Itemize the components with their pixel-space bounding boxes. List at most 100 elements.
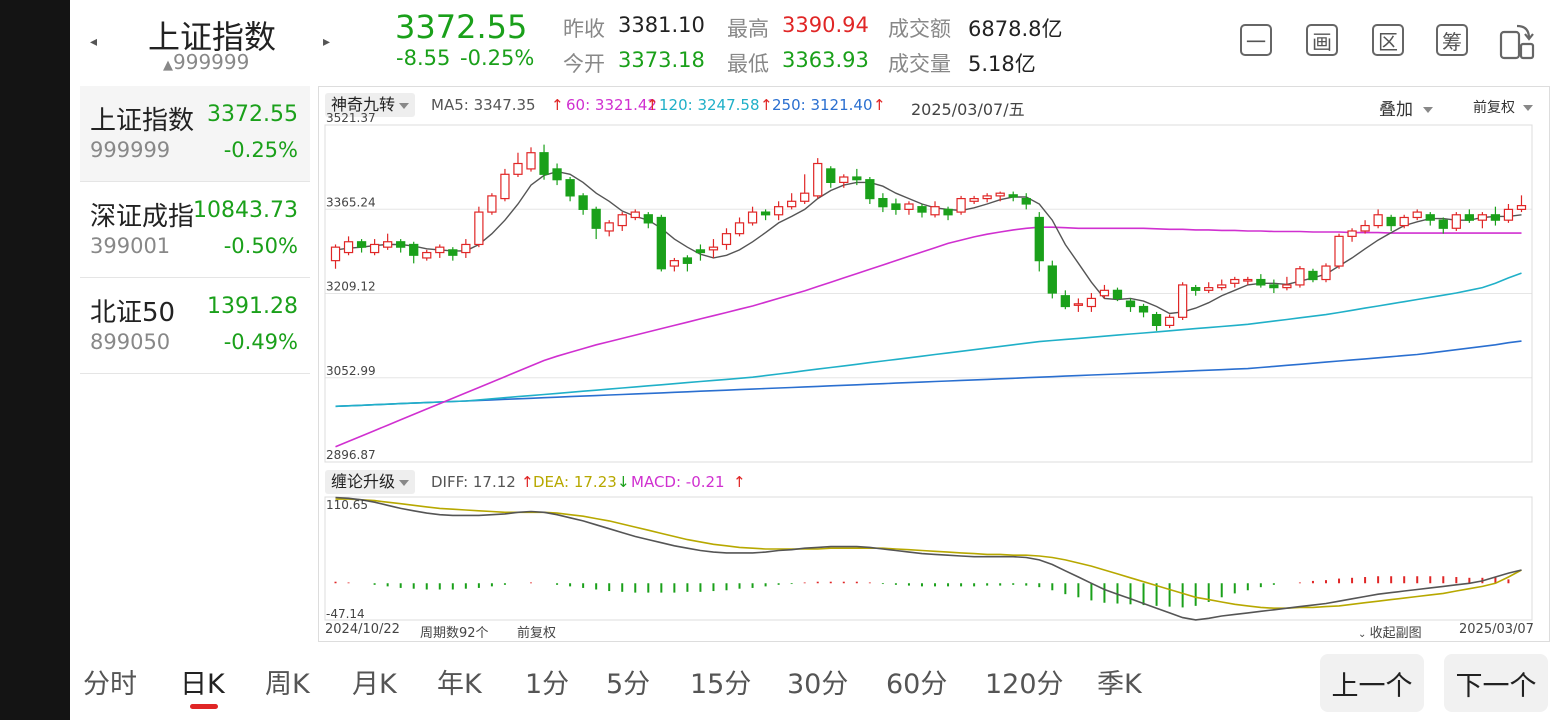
collapse-up-icon[interactable]: ▲ (163, 58, 173, 73)
high-value: 3390.94 (782, 13, 869, 37)
candle-down (917, 206, 927, 213)
ma60-line (335, 226, 1522, 448)
tab-5min[interactable]: 5分 (606, 669, 651, 700)
candle-up (422, 251, 432, 259)
ma60-up-arrow: ↑ (646, 96, 659, 114)
sub-y-bottom-label: -47.14 (326, 607, 365, 621)
stock-item-shanghai[interactable]: 上证指数 3372.55 999999 -0.25% (80, 86, 310, 182)
tab-30min[interactable]: 30分 (787, 669, 849, 700)
candle-down (682, 257, 693, 264)
active-tab-indicator (190, 704, 218, 709)
tab-120min[interactable]: 120分 (985, 669, 1064, 700)
candle-down (1138, 305, 1149, 313)
candle-down (396, 241, 406, 248)
candle-up (773, 206, 784, 216)
tab-monthly-k[interactable]: 月K (352, 669, 397, 700)
candle-down (1008, 194, 1018, 198)
candle-up (1177, 284, 1188, 318)
ma250-legend: 250: 3121.40 (772, 96, 873, 114)
next-button[interactable]: 下一个 (1444, 654, 1548, 712)
prev-stock-arrow[interactable]: ◂ (90, 34, 98, 50)
candle-down (891, 203, 901, 210)
range-tool-button[interactable]: 区 (1372, 24, 1404, 56)
draw-tool-button[interactable]: 画 (1306, 24, 1338, 56)
dropdown-icon (399, 479, 410, 486)
rotate-screen-icon[interactable] (1497, 22, 1537, 62)
candle-up (1217, 284, 1227, 289)
sub-indicator-selector[interactable]: 缠论升级 (325, 470, 416, 494)
stock-item-bz50[interactable]: 北证50 1391.28 899050 -0.49% (80, 278, 310, 374)
kline-chart-container[interactable] (318, 86, 1550, 642)
sub-plot-frame (324, 496, 1533, 621)
amount-label: 成交额 (888, 17, 951, 41)
ma120-legend: 120: 3247.58 (659, 96, 760, 114)
candle-down (1060, 295, 1070, 308)
ma60-legend: 60: 3321.42 (566, 96, 657, 114)
collapse-subchart-button[interactable]: ⌄ 收起副图 (1358, 622, 1422, 641)
collapse-label: 收起副图 (1369, 626, 1422, 641)
tab-60min[interactable]: 60分 (886, 669, 948, 700)
tab-quarterly-k[interactable]: 季K (1097, 669, 1142, 700)
open-value: 3373.18 (618, 48, 705, 72)
next-stock-arrow[interactable]: ▸ (323, 34, 331, 50)
candle-up (1451, 214, 1461, 229)
start-date: 2024/10/22 (325, 622, 400, 637)
indicator-selector[interactable]: 神奇九转 (325, 93, 416, 117)
candle-down (643, 214, 653, 224)
candle-down (1034, 216, 1044, 262)
chips-tool-button[interactable]: 筹 (1436, 24, 1468, 56)
candle-down (1047, 265, 1057, 294)
stock-item-shenzhen[interactable]: 深证成指 10843.73 399001 -0.50% (80, 182, 310, 278)
candle-down (409, 243, 419, 256)
tab-weekly-k[interactable]: 周K (265, 669, 310, 700)
stock-pct: -0.50% (223, 234, 298, 258)
stock-code: 999999 (173, 50, 250, 74)
adjust-label: 前复权 (1473, 100, 1515, 116)
candle-up (669, 260, 680, 267)
candle-up (630, 211, 640, 219)
candle-down (1151, 314, 1162, 327)
tab-intraday[interactable]: 分时 (83, 669, 137, 700)
candle-up (1334, 235, 1344, 267)
candle-down (448, 249, 458, 256)
candle-up (747, 211, 758, 224)
high-label: 最高 (727, 17, 769, 41)
low-value: 3363.93 (782, 48, 869, 72)
candle-down (760, 211, 771, 216)
line-tool-button[interactable]: 一 (1240, 24, 1272, 56)
tab-daily-k[interactable]: 日K (180, 669, 225, 700)
candle-down (695, 249, 706, 254)
open-label: 今开 (563, 52, 605, 76)
overlay-selector[interactable]: 叠加 (1379, 95, 1433, 120)
candle-up (982, 195, 992, 200)
candle-up (1230, 278, 1240, 284)
candle-down (539, 152, 549, 175)
ma250-line (335, 340, 1522, 408)
candle-down (1112, 289, 1123, 300)
adjust-selector[interactable]: 前复权 (1473, 97, 1533, 117)
diff-up-arrow: ↑ (521, 473, 534, 491)
candle-down (1438, 219, 1448, 229)
chevron-down-icon: ⌄ (1358, 629, 1370, 640)
sub-y-top-label: 110.65 (326, 498, 368, 512)
stock-code: 999999 (90, 138, 171, 162)
candle-up (526, 152, 536, 170)
tab-yearly-k[interactable]: 年K (437, 669, 482, 700)
candle-up (1373, 214, 1383, 227)
candle-up (839, 176, 849, 184)
candle-down (1464, 214, 1474, 221)
tab-1min[interactable]: 1分 (525, 669, 570, 700)
candle-up (604, 222, 614, 232)
candle-up (1282, 284, 1292, 289)
candle-down (1191, 287, 1201, 291)
candle-down (878, 197, 888, 208)
tab-15min[interactable]: 15分 (690, 669, 752, 700)
candle-up (1243, 278, 1253, 282)
stock-price: 1391.28 (207, 294, 298, 319)
period-count: 周期数92个 (420, 626, 489, 641)
low-label: 最低 (727, 52, 769, 76)
candle-up (995, 192, 1005, 197)
candle-up (1099, 289, 1110, 297)
left-system-bar (0, 0, 70, 720)
prev-button[interactable]: 上一个 (1320, 654, 1424, 712)
